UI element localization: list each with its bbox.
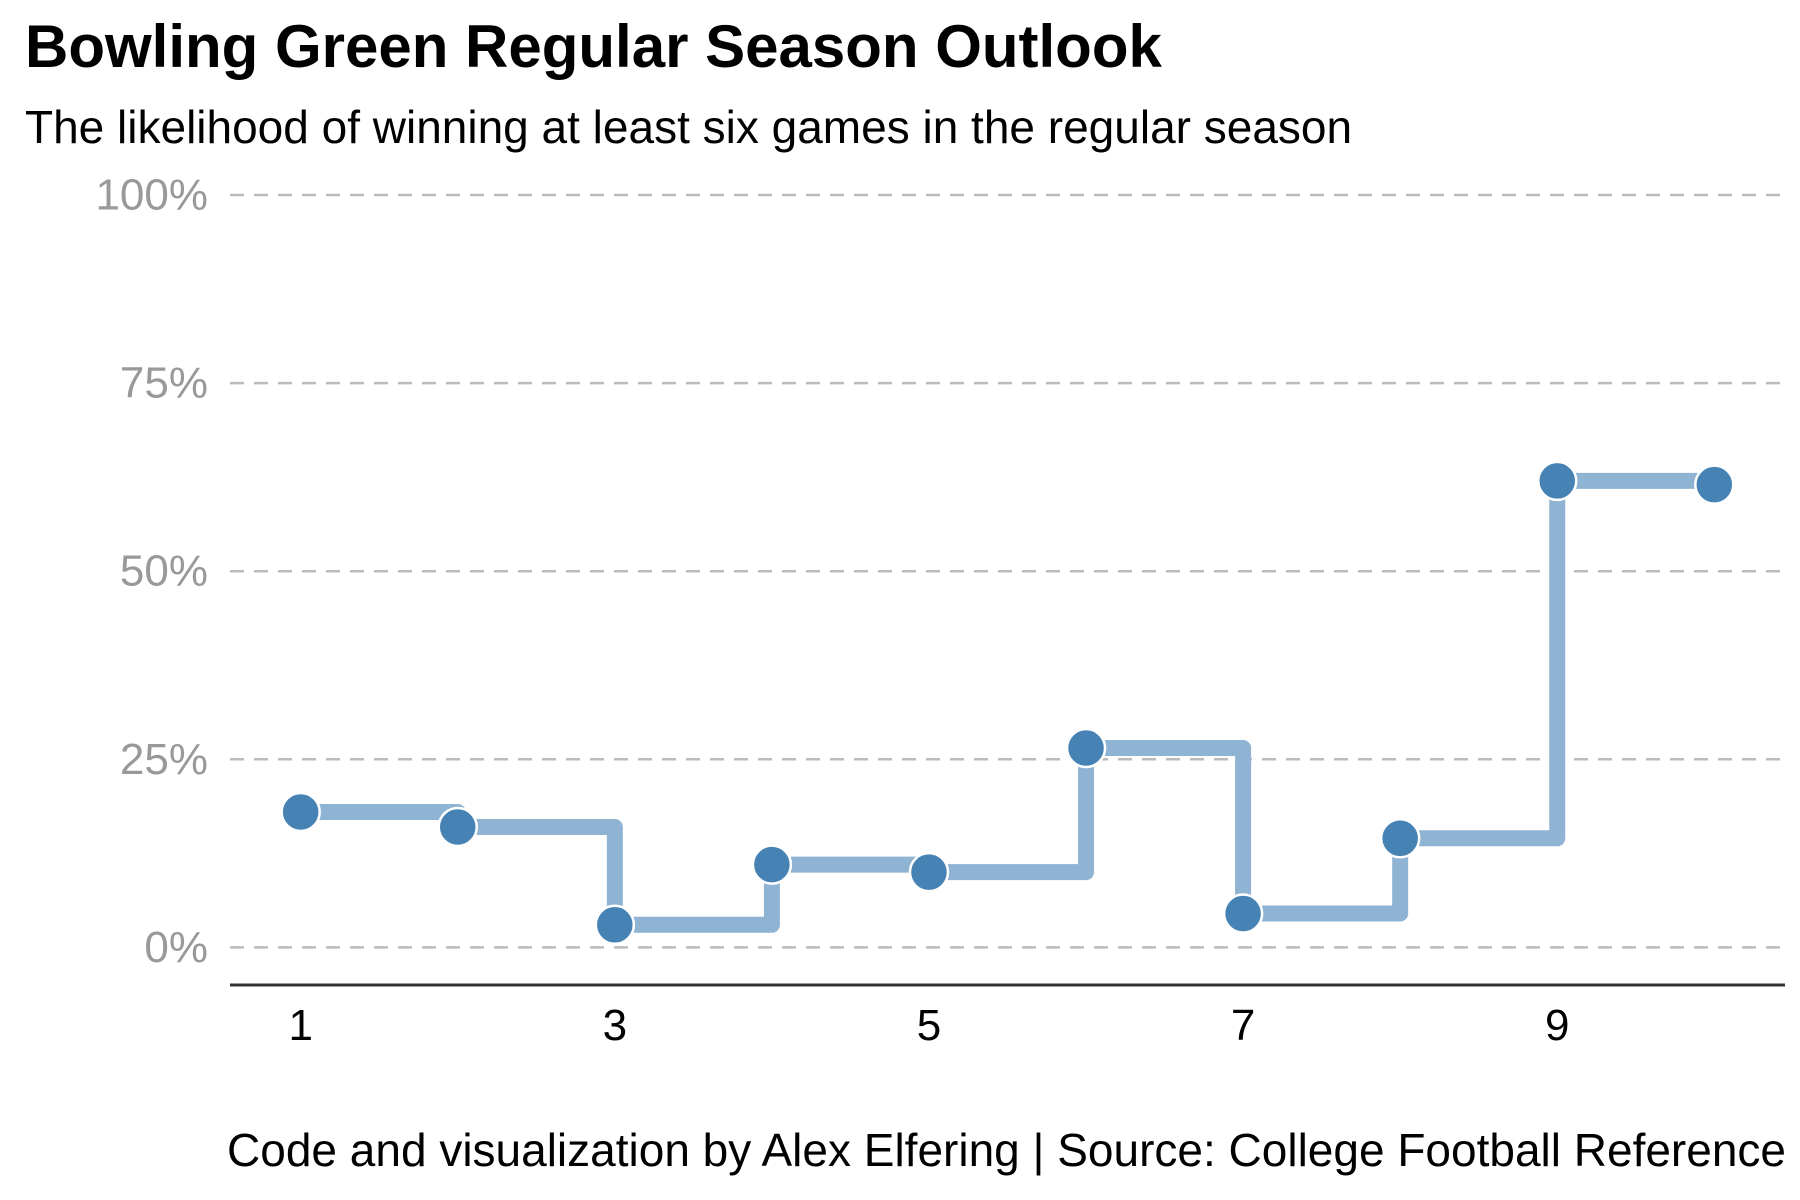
x-tick-label: 5 bbox=[917, 1001, 941, 1050]
chart-subtitle: The likelihood of winning at least six g… bbox=[25, 101, 1353, 153]
x-tick-label: 7 bbox=[1231, 1001, 1255, 1050]
x-tick-label: 3 bbox=[603, 1001, 627, 1050]
y-tick-label: 75% bbox=[120, 359, 208, 408]
y-tick-label: 100% bbox=[95, 171, 208, 220]
y-tick-label: 0% bbox=[144, 923, 208, 972]
data-point-6 bbox=[1065, 727, 1107, 769]
series-points bbox=[280, 460, 1735, 946]
x-tick-label: 1 bbox=[288, 1001, 312, 1050]
y-tick-label: 25% bbox=[120, 735, 208, 784]
data-point-5 bbox=[908, 851, 950, 893]
data-point-2 bbox=[437, 806, 479, 848]
data-point-7 bbox=[1222, 893, 1264, 934]
chart-caption: Code and visualization by Alex Elfering … bbox=[227, 1124, 1786, 1176]
data-point-10 bbox=[1694, 464, 1735, 505]
y-tick-label: 50% bbox=[120, 547, 208, 596]
data-point-9 bbox=[1536, 460, 1578, 502]
data-point-8 bbox=[1379, 818, 1421, 859]
gridlines bbox=[230, 193, 1785, 949]
data-point-3 bbox=[594, 904, 636, 946]
data-point-4 bbox=[751, 844, 793, 885]
chart-title: Bowling Green Regular Season Outlook bbox=[25, 13, 1162, 80]
series-step-path bbox=[292, 472, 1723, 933]
x-tick-label: 9 bbox=[1545, 1001, 1569, 1050]
x-axis-tick-labels: 1 3 5 7 9 bbox=[288, 1001, 1569, 1050]
data-point-1 bbox=[280, 791, 321, 833]
series-step-line bbox=[292, 472, 1723, 933]
y-axis-tick-labels: 0% 25% 50% 75% 100% bbox=[95, 171, 208, 972]
